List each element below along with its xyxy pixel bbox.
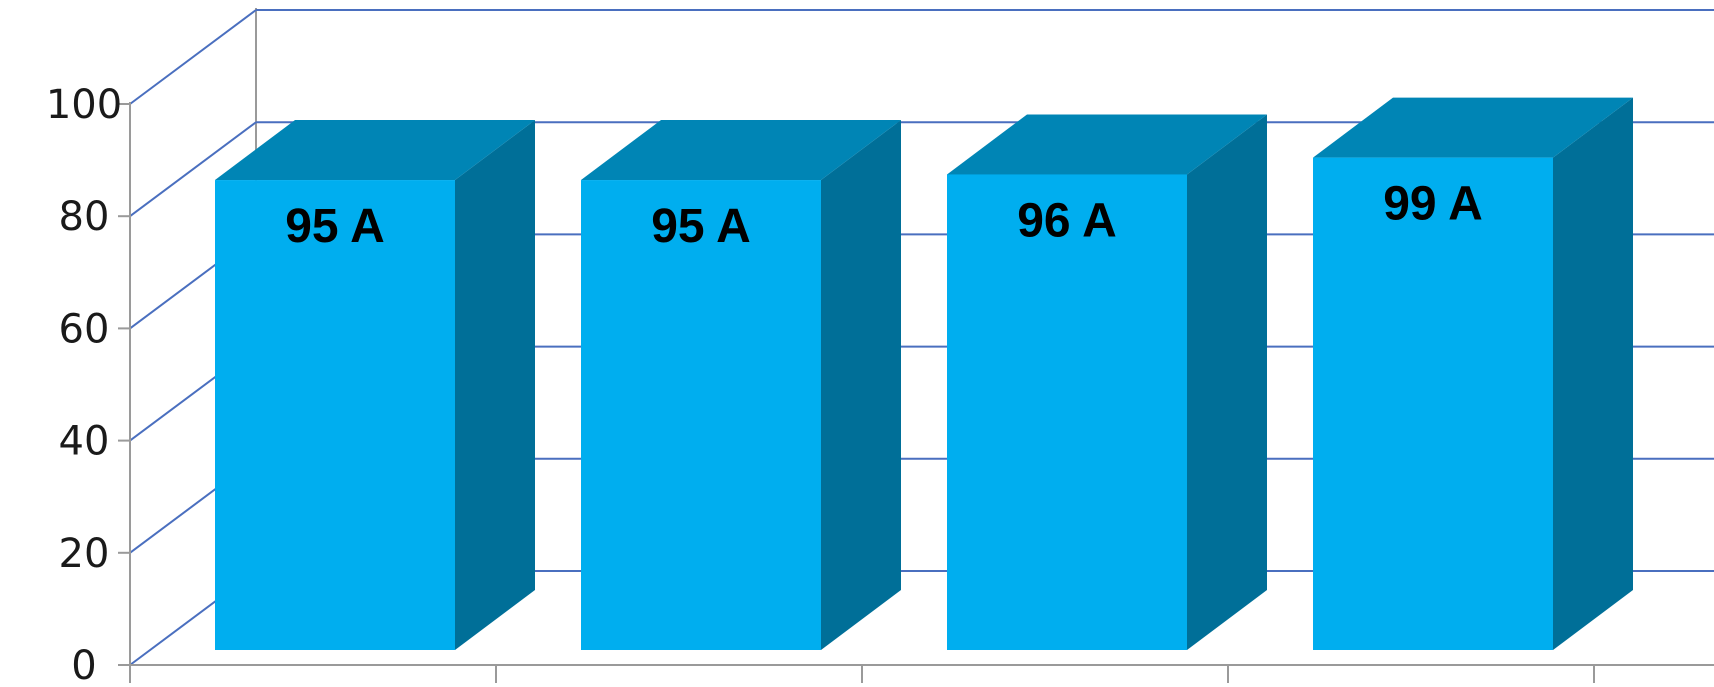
bar [947,114,1267,650]
bar-top [215,120,535,181]
bar [1313,97,1633,651]
bar-top [581,120,901,181]
bars [215,97,1633,651]
bar-top [1313,97,1633,158]
gridline-diagonal [129,9,257,105]
bar-side [455,120,535,651]
bar-front [215,180,455,651]
bar-side [1553,97,1633,651]
y-tick-label: 60 [59,306,110,352]
bar-front [947,174,1187,650]
bar-front [581,180,821,651]
y-tick-label: 20 [59,531,110,577]
data-label: 96 A [1017,194,1117,247]
data-label: 95 A [651,200,751,253]
y-axis-tick-labels: 0 20 40 60 80 100 [46,82,122,687]
data-label: 99 A [1383,178,1483,231]
bar-front [1313,157,1553,651]
bar-side [821,120,901,651]
y-tick-label: 0 [71,643,96,687]
axes [118,102,1714,683]
bar [215,120,535,651]
gridline-diagonal [129,121,257,218]
y-tick-label: 40 [59,419,110,465]
bar [581,120,901,651]
data-labels: 95 A 95 A 96 A 99 A [285,178,1483,253]
y-tick-label: 80 [59,194,110,240]
bar-top [947,114,1267,175]
y-tick-label: 100 [46,82,122,128]
data-label: 95 A [285,200,385,253]
bar-side [1187,114,1267,650]
